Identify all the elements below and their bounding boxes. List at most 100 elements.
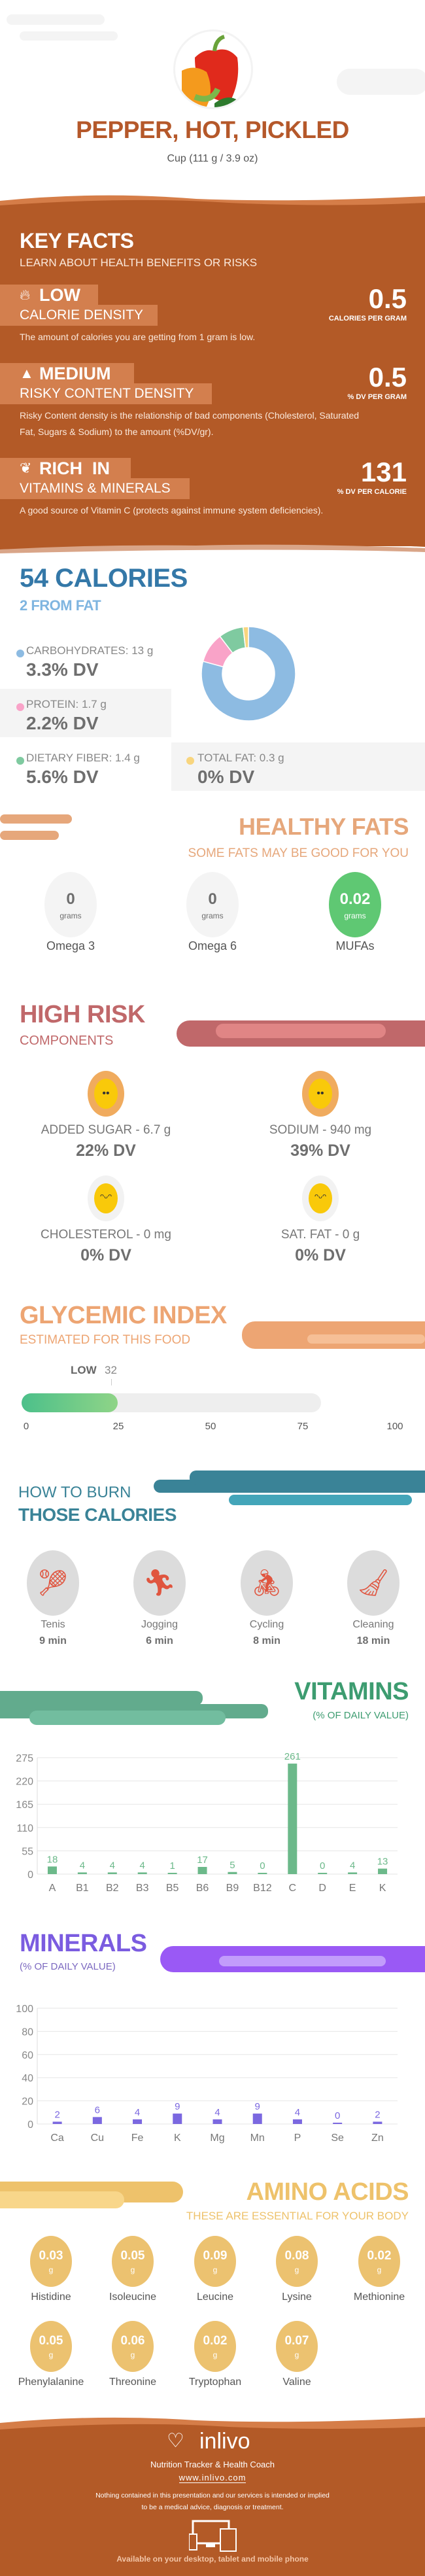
- amino-value: 0.05: [120, 2249, 145, 2263]
- disclaimer-line-1: Nothing contained in this presentation a…: [95, 2492, 330, 2499]
- glycemic-level: LOW: [71, 1364, 97, 1376]
- amino-name: Tryptophan: [188, 2376, 242, 2388]
- decor-stripe: [219, 1956, 386, 1966]
- fact-level: LOW: [39, 285, 80, 305]
- amino-name: Threonine: [109, 2376, 157, 2388]
- fat-unit: grams: [60, 911, 82, 920]
- x-tick-label: Fe: [131, 2132, 144, 2144]
- fact-label: RISKY CONTENT DENSITY: [20, 386, 194, 401]
- smile-face-icon: ••: [94, 1079, 118, 1109]
- minerals-title: MINERALS: [20, 1930, 147, 1957]
- amino-name: Valine: [282, 2376, 311, 2388]
- x-tick-label: Zn: [371, 2132, 384, 2144]
- y-tick-label: 100: [16, 2004, 33, 2015]
- pepper-icon: [182, 35, 239, 107]
- minerals-chart: 0 20 40 60 80 100 2 Ca 6 Cu 4 Fe 9 K 4 Mg 9 Mn 4 P 0 Se 2 Zn: [16, 2004, 398, 2144]
- macro-donut-chart: [201, 626, 296, 722]
- vitamins-title: VITAMINS: [294, 1678, 409, 1705]
- macro-dv: 2.2% DV: [26, 713, 99, 733]
- activity-name: Cycling: [249, 1619, 284, 1630]
- smile-face-icon: ••: [309, 1079, 332, 1109]
- amino-badge: 0.05 g: [30, 2321, 72, 2372]
- x-tick-label: B12: [253, 1883, 272, 1894]
- fact-value: 0.5: [368, 362, 407, 392]
- bar: [107, 1872, 117, 1874]
- fat-value: 0: [208, 890, 217, 908]
- fact-label: VITAMINS & MINERALS: [20, 481, 171, 496]
- risk-badge: ••: [302, 1071, 339, 1117]
- x-tick-label: B9: [226, 1883, 239, 1894]
- footer: [0, 2437, 425, 2576]
- x-tick-label: B2: [106, 1883, 119, 1894]
- risk-name: SODIUM - 940 mg: [269, 1123, 372, 1137]
- risk-dv: 0% DV: [295, 1246, 346, 1264]
- vitamins-subtitle: (% OF DAILY VALUE): [313, 1710, 409, 1721]
- fact-label-box: [0, 383, 212, 404]
- decor-stripe: [216, 1024, 386, 1038]
- tagline: Nutrition Tracker & Health Coach: [150, 2460, 275, 2469]
- amino-name: Phenylalanine: [18, 2376, 84, 2388]
- devices-icon: [189, 2520, 237, 2552]
- macro-name: CARBOHYDRATES: 13 g: [26, 644, 154, 657]
- bar: [167, 1873, 177, 1874]
- cleaning-person-icon: 🧹︎: [347, 1550, 400, 1616]
- bar-value-label: 4: [295, 2107, 300, 2118]
- bar-value-label: 4: [140, 1860, 145, 1871]
- donut-slice: [242, 626, 249, 649]
- amino-badge: 0.02 g: [194, 2321, 236, 2372]
- glycemic-tick: 75: [297, 1421, 309, 1432]
- fact-value: 131: [360, 457, 407, 487]
- x-tick-label: A: [49, 1883, 56, 1894]
- amino-unit: g: [130, 2265, 135, 2274]
- fact-unit: % DV PER CALORIE: [337, 488, 407, 496]
- availability-note: Available on your desktop, tablet and mo…: [116, 2554, 309, 2564]
- warning-icon: ▲: [20, 365, 34, 381]
- decor-cloud: [20, 31, 118, 41]
- amino-title: AMINO ACIDS: [246, 2178, 409, 2206]
- amino-unit: g: [294, 2350, 299, 2359]
- bar-value-label: 2: [375, 2109, 380, 2120]
- bar-value-label: 4: [214, 2107, 220, 2118]
- bar: [258, 1873, 267, 1874]
- fact-label: CALORIE DENSITY: [20, 307, 144, 322]
- bar-value-label: 0: [335, 2110, 340, 2121]
- website-link[interactable]: www.inlivo.com: [178, 2473, 246, 2483]
- bar-value-label: 13: [377, 1856, 388, 1868]
- amino-value: 0.05: [39, 2334, 63, 2348]
- amino-name: Isoleucine: [109, 2291, 157, 2303]
- amino-unit: g: [212, 2265, 218, 2274]
- amino-unit: g: [377, 2265, 382, 2274]
- x-tick-label: K: [174, 2132, 181, 2144]
- wave-divider: [0, 538, 425, 553]
- amino-badge: 0.02 g: [358, 2236, 400, 2287]
- decor-cloud: [337, 69, 425, 95]
- bar: [318, 1873, 328, 1874]
- decor-cloud: [7, 14, 105, 25]
- amino-unit: g: [48, 2265, 54, 2274]
- bar: [137, 1872, 147, 1874]
- decor-stripe: [0, 1691, 203, 1705]
- activity-name: Cleaning: [352, 1619, 394, 1630]
- grin-face-icon: ᵔᵕᵔ: [309, 1183, 332, 1213]
- y-tick-label: 220: [16, 1777, 33, 1788]
- amino-badge: 0.07 g: [276, 2321, 318, 2372]
- bar: [212, 2119, 222, 2124]
- bar: [77, 1872, 87, 1874]
- donut-slice: [201, 626, 296, 722]
- risk-name: CHOLESTEROL - 0 mg: [41, 1228, 171, 1242]
- fat-badge: 0 grams: [44, 872, 97, 937]
- food-title: PEPPER, HOT, PICKLED: [76, 116, 349, 143]
- fact-value: 0.5: [368, 283, 407, 314]
- amino-value: 0.08: [284, 2249, 309, 2263]
- calories-from-fat: 2 FROM FAT: [20, 597, 101, 614]
- x-tick-label: K: [379, 1883, 386, 1894]
- amino-badge: 0.09 g: [194, 2236, 236, 2287]
- fact-level: MEDIUM: [39, 364, 111, 383]
- y-tick-label: 55: [22, 1846, 33, 1857]
- macro-bg: [0, 689, 171, 737]
- brand-logo: inlivo: [199, 2429, 250, 2454]
- bar-value-label: 4: [110, 1860, 115, 1871]
- bar: [173, 2114, 182, 2124]
- fat-name: MUFAs: [335, 939, 375, 952]
- bar: [92, 2117, 102, 2124]
